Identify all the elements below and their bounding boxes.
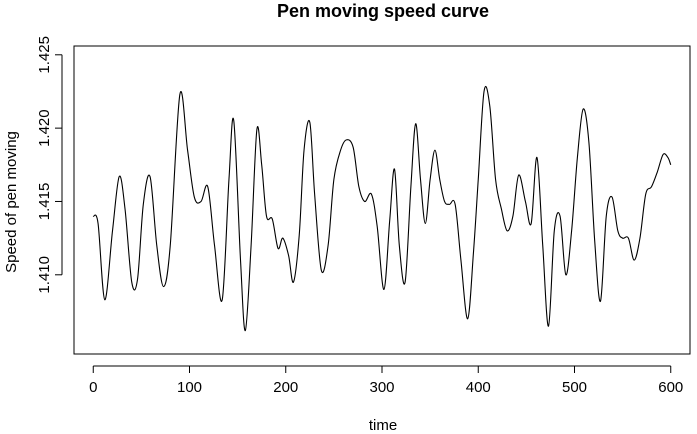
- y-axis-label: Speed of pen moving: [3, 131, 20, 273]
- series-layer: [92, 85, 672, 332]
- x-tick-label: 0: [89, 379, 97, 396]
- y-tick-label: 1.420: [36, 109, 53, 147]
- x-tick-label: 600: [658, 379, 683, 396]
- x-tick-label: 100: [177, 379, 202, 396]
- series-line: [92, 85, 672, 332]
- x-tick-label: 500: [562, 379, 587, 396]
- x-axis: 0 100 200 300 400 500 600: [89, 365, 683, 396]
- x-axis-label: time: [369, 417, 397, 434]
- plot-frame: [73, 45, 691, 355]
- x-tick-label: 200: [273, 379, 298, 396]
- y-tick-label: 1.425: [36, 36, 53, 74]
- y-tick-label: 1.415: [36, 183, 53, 221]
- x-tick-label: 400: [466, 379, 491, 396]
- x-tick-label: 300: [369, 379, 394, 396]
- y-tick-label: 1.410: [36, 256, 53, 294]
- y-axis: 1.410 1.415 1.420 1.425: [36, 36, 63, 294]
- chart-title: Pen moving speed curve: [277, 1, 489, 21]
